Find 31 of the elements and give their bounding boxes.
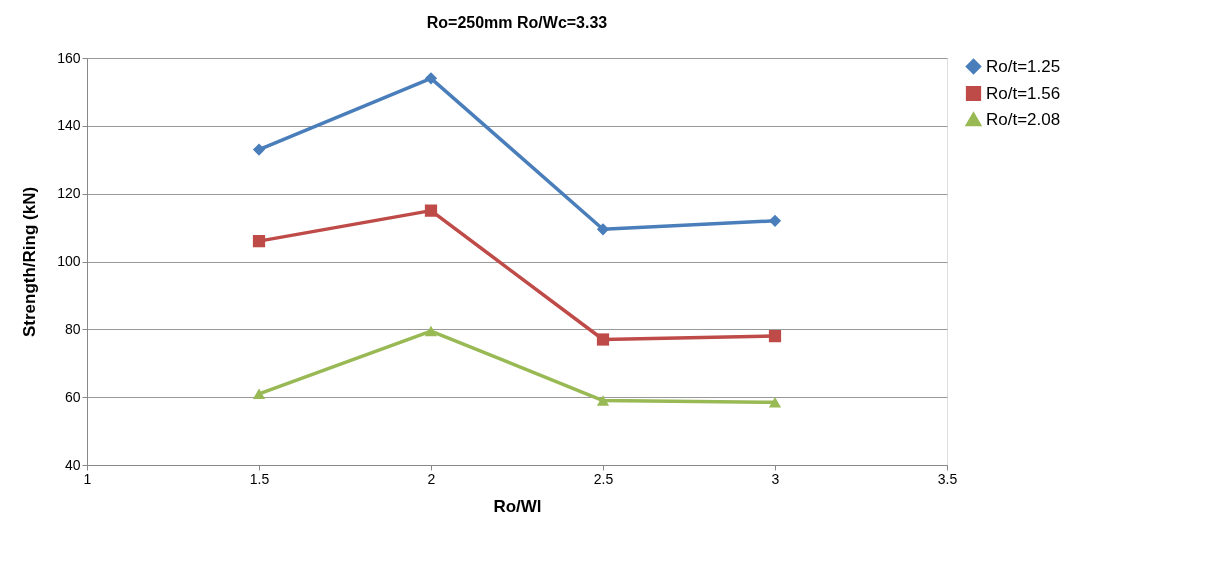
x-tick-label: 1	[83, 470, 92, 487]
legend-label: Ro/t=1.25	[986, 56, 1061, 76]
x-tick-label: 3	[771, 470, 780, 487]
legend-label: Ro/t=2.08	[986, 109, 1061, 129]
point	[596, 333, 610, 346]
y-tick-label: 120	[57, 185, 81, 202]
x-tick-label: 2.5	[593, 470, 614, 487]
x-tick-label: 1.5	[249, 470, 270, 487]
y-tick-label: 140	[57, 117, 81, 134]
y-tick-label: 60	[64, 388, 81, 405]
y-tick-label: 40	[64, 456, 81, 473]
point	[252, 235, 266, 248]
point	[252, 388, 266, 400]
y-axis-title: Strength/Ring (kN)	[20, 186, 40, 338]
point	[768, 396, 782, 408]
point	[424, 325, 438, 337]
chart-title: Ro=250mm Ro/Wc=3.33	[426, 14, 608, 31]
y-tick-label: 80	[64, 320, 81, 337]
y-tick-label: 160	[57, 49, 81, 66]
x-axis-title: Ro/Wl	[493, 496, 542, 516]
point	[596, 223, 610, 236]
point	[252, 143, 266, 156]
legend-label: Ro/t=1.56	[986, 83, 1061, 103]
point	[596, 395, 610, 406]
point	[424, 72, 438, 85]
point	[768, 329, 782, 343]
x-tick-label: 2	[427, 470, 436, 487]
x-tick-label: 3.5	[937, 470, 958, 487]
point	[424, 204, 438, 217]
point	[768, 214, 782, 227]
y-tick-label: 100	[57, 253, 81, 269]
